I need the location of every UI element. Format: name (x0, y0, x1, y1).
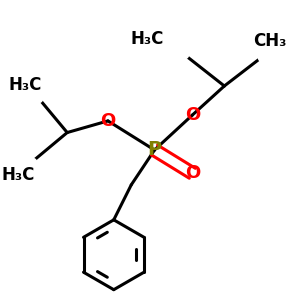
Text: CH₃: CH₃ (253, 32, 286, 50)
Text: H₃C: H₃C (1, 166, 34, 184)
Text: O: O (100, 112, 116, 130)
Text: P: P (147, 140, 162, 160)
Text: H₃C: H₃C (130, 30, 164, 48)
Text: H₃C: H₃C (8, 76, 42, 94)
Text: O: O (185, 106, 200, 124)
Text: O: O (185, 164, 200, 182)
